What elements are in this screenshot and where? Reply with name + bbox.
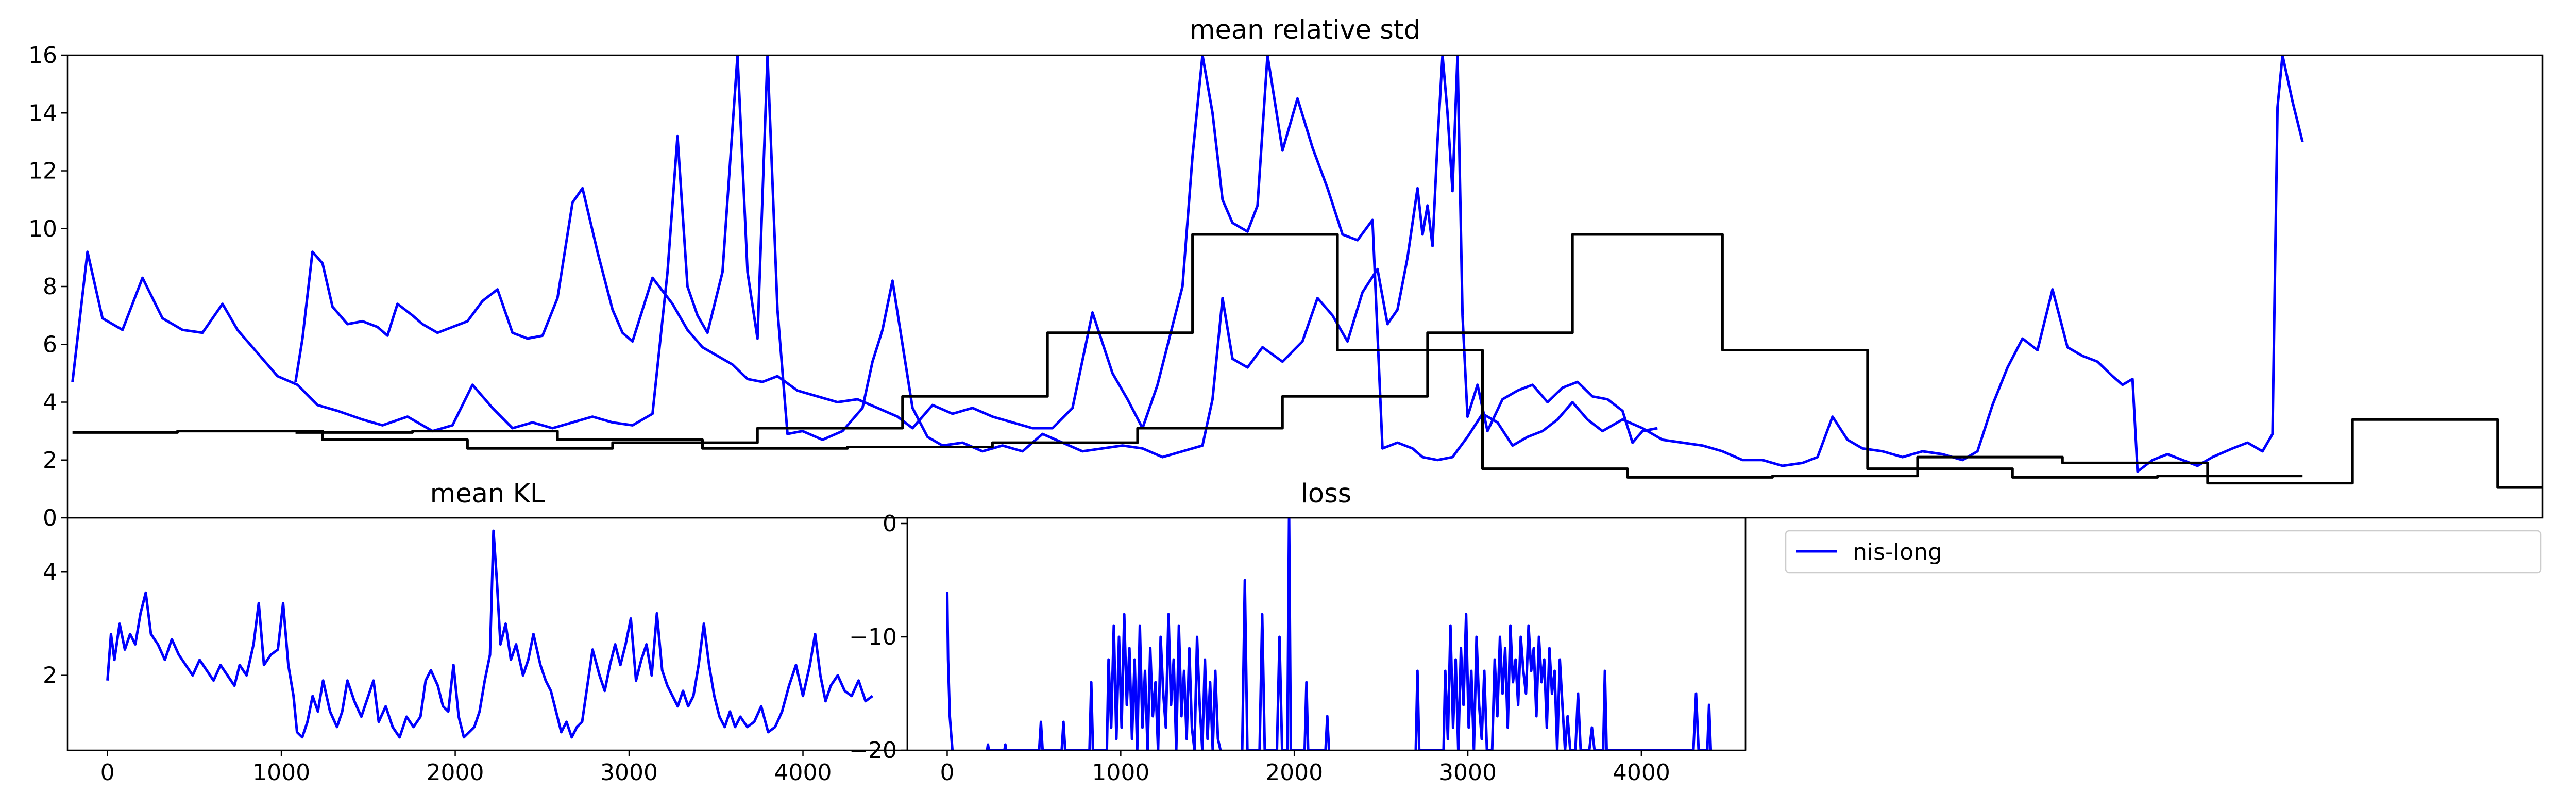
top-axes: mean relative std 0 2 4 6 8 10 12 14 16 [28, 15, 2544, 531]
legend-box [1785, 530, 2542, 574]
top-ytick-label: 8 [43, 274, 57, 300]
kl-ytick-label: 2 [43, 663, 57, 689]
top-y-ticks: 0 2 4 6 8 10 12 14 16 [28, 42, 67, 531]
top-series-line-3 [72, 233, 2543, 489]
loss-xtick-label: 1000 [1092, 760, 1149, 786]
top-ytick-label: 12 [28, 158, 57, 184]
legend: nis-long [1785, 530, 2542, 574]
kl-ytick-label: 4 [43, 559, 57, 585]
loss-ytick-label: 0 [883, 511, 897, 537]
loss-ytick-label: −20 [849, 737, 897, 764]
loss-xtick-label: 4000 [1613, 760, 1670, 786]
kl-axis-ticks: 2 4 0 1000 2000 3000 4000 [43, 559, 832, 786]
top-series-line-2 [295, 233, 2303, 479]
top-ytick-label: 2 [43, 447, 57, 474]
top-ytick-label: 14 [28, 100, 57, 126]
loss-series-line-0 [946, 591, 954, 750]
top-ytick-label: 16 [28, 42, 57, 69]
loss-xtick-label: 0 [940, 760, 954, 786]
loss-series-line-1 [986, 613, 1222, 750]
kl-axes: mean KL 2 4 0 1000 2000 3000 4000 [43, 479, 908, 786]
loss-xtick-label: 3000 [1439, 760, 1497, 786]
loss-series-lines [946, 518, 1713, 750]
loss-ytick-label: −10 [849, 624, 897, 650]
kl-xtick-label: 2000 [427, 760, 484, 786]
kl-xtick-label: 3000 [600, 760, 658, 786]
top-ytick-label: 0 [43, 505, 57, 531]
kl-series-line-0 [106, 529, 873, 739]
top-title: mean relative std [1190, 15, 1420, 45]
kl-series-lines [106, 529, 873, 739]
legend-label-nis-long: nis-long [1853, 539, 1942, 565]
loss-title: loss [1301, 479, 1352, 509]
top-series-line-0 [294, 55, 2304, 473]
loss-series-line-3 [1414, 613, 1713, 750]
kl-xtick-label: 0 [100, 760, 115, 786]
top-series-line-1 [71, 55, 1658, 459]
top-ytick-label: 10 [28, 216, 57, 242]
top-ytick-label: 4 [43, 390, 57, 416]
loss-axis-ticks: 0 −10 −20 0 1000 2000 3000 4000 [849, 511, 1670, 786]
loss-xtick-label: 2000 [1265, 760, 1323, 786]
top-series-lines [71, 55, 2543, 489]
kl-xtick-label: 1000 [252, 760, 310, 786]
top-ytick-label: 6 [43, 331, 57, 358]
loss-axes: loss 0 −10 −20 0 1000 2000 3000 4000 [849, 479, 1747, 786]
legend-axes: nis-long [1744, 518, 2542, 750]
kl-xtick-label: 4000 [774, 760, 832, 786]
kl-title: mean KL [430, 479, 545, 509]
